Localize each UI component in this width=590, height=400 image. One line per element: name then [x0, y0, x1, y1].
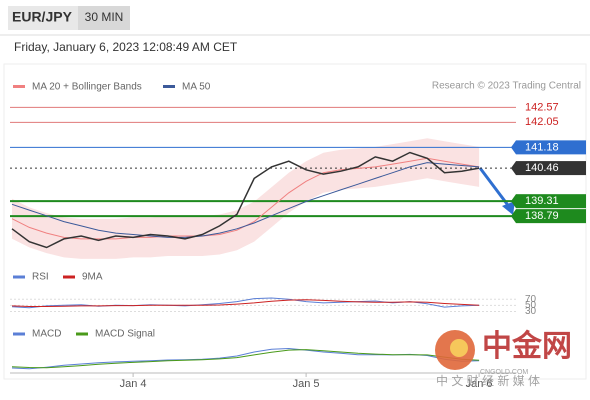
legend-swatch: [13, 332, 25, 336]
watermark-logo-inner: [450, 339, 468, 357]
x-tick-label: Jan 6: [466, 378, 493, 390]
level-box-tip: [511, 161, 516, 176]
timeframe-box: [78, 6, 130, 30]
y-tick-label: 50: [525, 300, 537, 311]
level-box-tip: [511, 209, 516, 224]
legend-label: MACD: [32, 329, 61, 340]
level-box: [516, 194, 586, 209]
legend-swatch: [63, 275, 75, 279]
y-tick-label: 70: [525, 294, 537, 305]
price-line: [11, 151, 480, 249]
legend-swatch: [13, 275, 25, 279]
legend-swatch: [76, 332, 88, 336]
legend-label: RSI: [32, 272, 49, 283]
level-label: 141.18: [525, 141, 559, 153]
level-box-tip: [511, 194, 516, 209]
level-label: 139.31: [525, 195, 559, 207]
timestamp: Friday, January 6, 2023 12:08:49 AM CET: [14, 40, 238, 54]
legend-label: MACD Signal: [95, 329, 155, 340]
level-box: [516, 140, 586, 155]
watermark-title: 中金网: [482, 329, 572, 363]
watermark: 中金网 CNGOLD.COM 中 文 财 经 新 媒 体: [435, 329, 572, 388]
timeframe: 30 MIN: [85, 10, 124, 24]
ma-line: [11, 162, 480, 238]
level-box: [516, 209, 586, 224]
level-box-tip: [511, 140, 516, 155]
level-label: 142.05: [525, 116, 559, 128]
watermark-site: CNGOLD.COM: [480, 369, 528, 376]
forecast-arrow-head: [502, 201, 515, 215]
watermark-tagline: 中 文 财 经 新 媒 体: [436, 373, 540, 388]
pair: EUR/JPY: [12, 9, 73, 25]
legend-swatch: [13, 85, 25, 88]
pair-box: [8, 6, 78, 30]
y-tick-label: 30: [525, 306, 537, 317]
legend-swatch: [163, 85, 175, 88]
level-label: 142.57: [525, 101, 559, 113]
indicator-line: [11, 299, 480, 307]
level-label: 138.79: [525, 210, 559, 222]
level-box: [516, 161, 586, 176]
legend-label: MA 50: [182, 82, 211, 93]
source: Research © 2023 Trading Central: [432, 81, 581, 92]
indicator-line: [11, 349, 480, 369]
legend-label: 9MA: [82, 272, 103, 283]
level-label: 140.46: [525, 162, 559, 174]
x-tick-label: Jan 5: [293, 378, 320, 390]
x-tick-label: Jan 4: [120, 378, 147, 390]
legend-label: MA 20 + Bollinger Bands: [32, 82, 142, 93]
